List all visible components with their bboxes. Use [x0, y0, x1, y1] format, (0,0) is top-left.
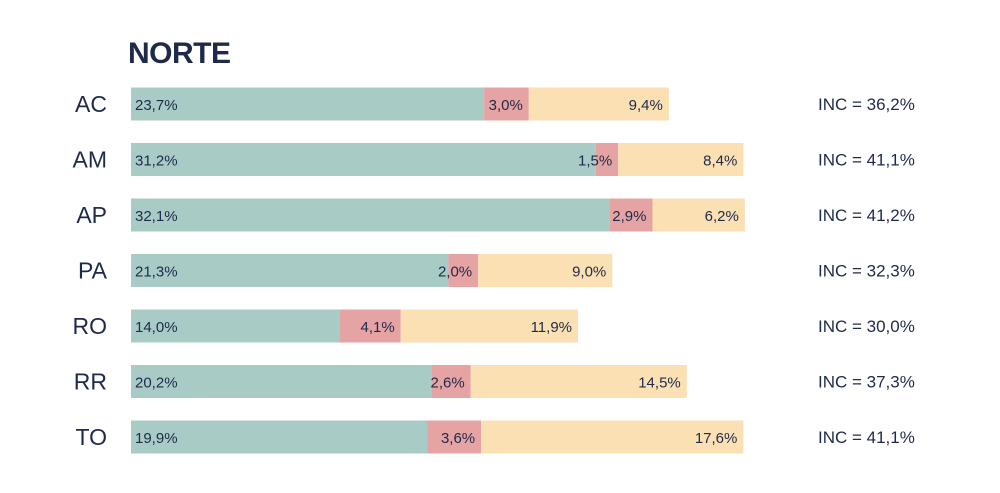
bar-segment-2-to [427, 420, 482, 454]
bar-segment-3-am [618, 143, 744, 176]
data-label-series-2: 2,6% [431, 375, 465, 392]
bar-segment-1-to [131, 420, 428, 454]
inc-total-label: INC = 32,3% [818, 262, 915, 281]
bar-segment-3-ro [400, 309, 578, 343]
bar-segment-2-pa [448, 254, 479, 287]
data-label-series-1: 21,3% [135, 264, 178, 281]
bar-segment-3-ap [652, 198, 745, 232]
inc-total-label: INC = 41,1% [818, 428, 915, 447]
category-label: PA [78, 258, 108, 284]
data-label-series-3: 8,4% [703, 153, 737, 170]
data-label-series-3: 17,6% [695, 430, 738, 447]
category-label: AM [73, 147, 108, 173]
bar-segment-1-rr [131, 365, 432, 398]
bar-segment-2-ac [484, 87, 529, 121]
category-label: AP [76, 202, 107, 228]
inc-total-label: INC = 37,3% [818, 373, 915, 392]
bar-segment-2-ro [339, 309, 401, 343]
data-label-series-3: 14,5% [638, 375, 681, 392]
category-label: RO [73, 313, 108, 339]
bar-segment-1-am [131, 143, 596, 176]
inc-total-label: INC = 41,1% [818, 151, 915, 170]
data-label-series-1: 14,0% [135, 319, 178, 336]
data-label-series-3: 11,9% [531, 319, 572, 336]
inc-total-label: INC = 36,2% [818, 95, 915, 114]
data-label-series-2: 2,9% [612, 208, 646, 225]
bar-segment-1-ap [131, 198, 610, 232]
data-label-series-1: 20,2% [135, 375, 178, 392]
category-label: AC [75, 91, 107, 117]
bar-segment-2-rr [431, 365, 471, 398]
data-label-series-3: 9,4% [629, 97, 663, 114]
bar-segment-2-am [595, 143, 619, 176]
bar-segment-3-pa [478, 254, 613, 287]
category-label: TO [75, 424, 107, 450]
data-label-series-2: 1,5% [578, 153, 612, 170]
data-label-series-1: 19,9% [135, 430, 178, 447]
bar-segment-1-ac [131, 87, 485, 121]
bar-segment-1-ro [131, 309, 340, 343]
data-label-series-3: 9,0% [572, 264, 606, 281]
data-label-series-2: 3,6% [441, 430, 475, 447]
category-label: RR [74, 369, 107, 395]
bar-segment-3-to [481, 420, 744, 454]
bar-segment-1-pa [131, 254, 449, 287]
bar-segment-3-rr [470, 365, 687, 398]
data-label-series-1: 23,7% [135, 97, 178, 114]
bar-segment-3-ac [528, 87, 669, 121]
bar-segment-2-ap [609, 198, 653, 232]
data-label-series-2: 2,0% [438, 264, 472, 281]
data-label-series-2: 4,1% [360, 319, 394, 336]
inc-total-label: INC = 30,0% [818, 317, 915, 336]
chart-rows: AC 23,7% 3,0% 9,4% INC = 36,2% AM 31,2% 1,5% 8,4… [73, 87, 915, 454]
data-label-series-1: 31,2% [135, 153, 178, 170]
chart-title: NORTE [128, 37, 231, 70]
inc-total-label: INC = 41,2% [818, 206, 915, 225]
data-label-series-2: 3,0% [489, 97, 523, 114]
data-label-series-3: 6,2% [705, 208, 739, 225]
data-label-series-1: 32,1% [135, 208, 178, 225]
